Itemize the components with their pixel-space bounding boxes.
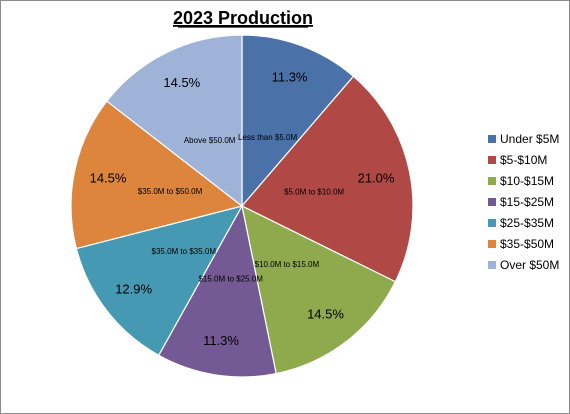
chart-title: 2023 Production — [173, 8, 313, 28]
legend-entry: Under $5M — [500, 132, 559, 146]
pie-slice-under-5m — [241, 34, 355, 208]
slice-range-label: $35.0M to $35.0M — [152, 247, 217, 256]
legend-swatch — [488, 177, 496, 185]
pie-slice-10-15m — [241, 204, 397, 375]
legend-swatch — [488, 135, 496, 143]
slice-range-label: Less than $5.0M — [238, 133, 297, 142]
legend-swatch — [488, 156, 496, 164]
legend-entry: $15-$25M — [500, 195, 554, 209]
legend-entry: $5-$10M — [500, 153, 547, 167]
legend-entry: $25-$35M — [500, 216, 554, 230]
slice-percent-label: 11.3% — [272, 70, 308, 85]
slice-range-label: $5.0M to $10.0M — [284, 187, 344, 196]
slice-range-label: $10.0M to $15.0M — [255, 260, 320, 269]
slice-range-label: Above $50.0M — [184, 136, 236, 145]
legend-entry: Over $50M — [500, 258, 559, 272]
legend-swatch — [488, 240, 496, 248]
pie-slice-25-35m — [75, 205, 244, 357]
slice-percent-label: 14.5% — [307, 306, 344, 321]
slice-percent-label: 11.3% — [203, 333, 239, 348]
slice-percent-label: 14.5% — [90, 170, 127, 185]
slice-percent-label: 21.0% — [358, 171, 395, 186]
pie-slice-15-25m — [157, 204, 277, 378]
pie-slice-over-50m — [106, 34, 243, 208]
legend-swatch — [488, 198, 496, 206]
slice-range-label: $35.0M to $50.0M — [138, 187, 203, 196]
legend-entry: $10-$15M — [500, 174, 554, 188]
legend-entry: $35-$50M — [500, 237, 554, 251]
slice-range-label: $15.0M to $25.0M — [198, 275, 263, 284]
legend-swatch — [488, 261, 496, 269]
pie-slice-35-50m — [70, 100, 244, 250]
legend-swatch — [488, 219, 496, 227]
slice-percent-label: 14.5% — [163, 75, 200, 90]
slice-percent-label: 12.9% — [115, 282, 152, 297]
pie-slice-5-10m — [241, 75, 414, 283]
